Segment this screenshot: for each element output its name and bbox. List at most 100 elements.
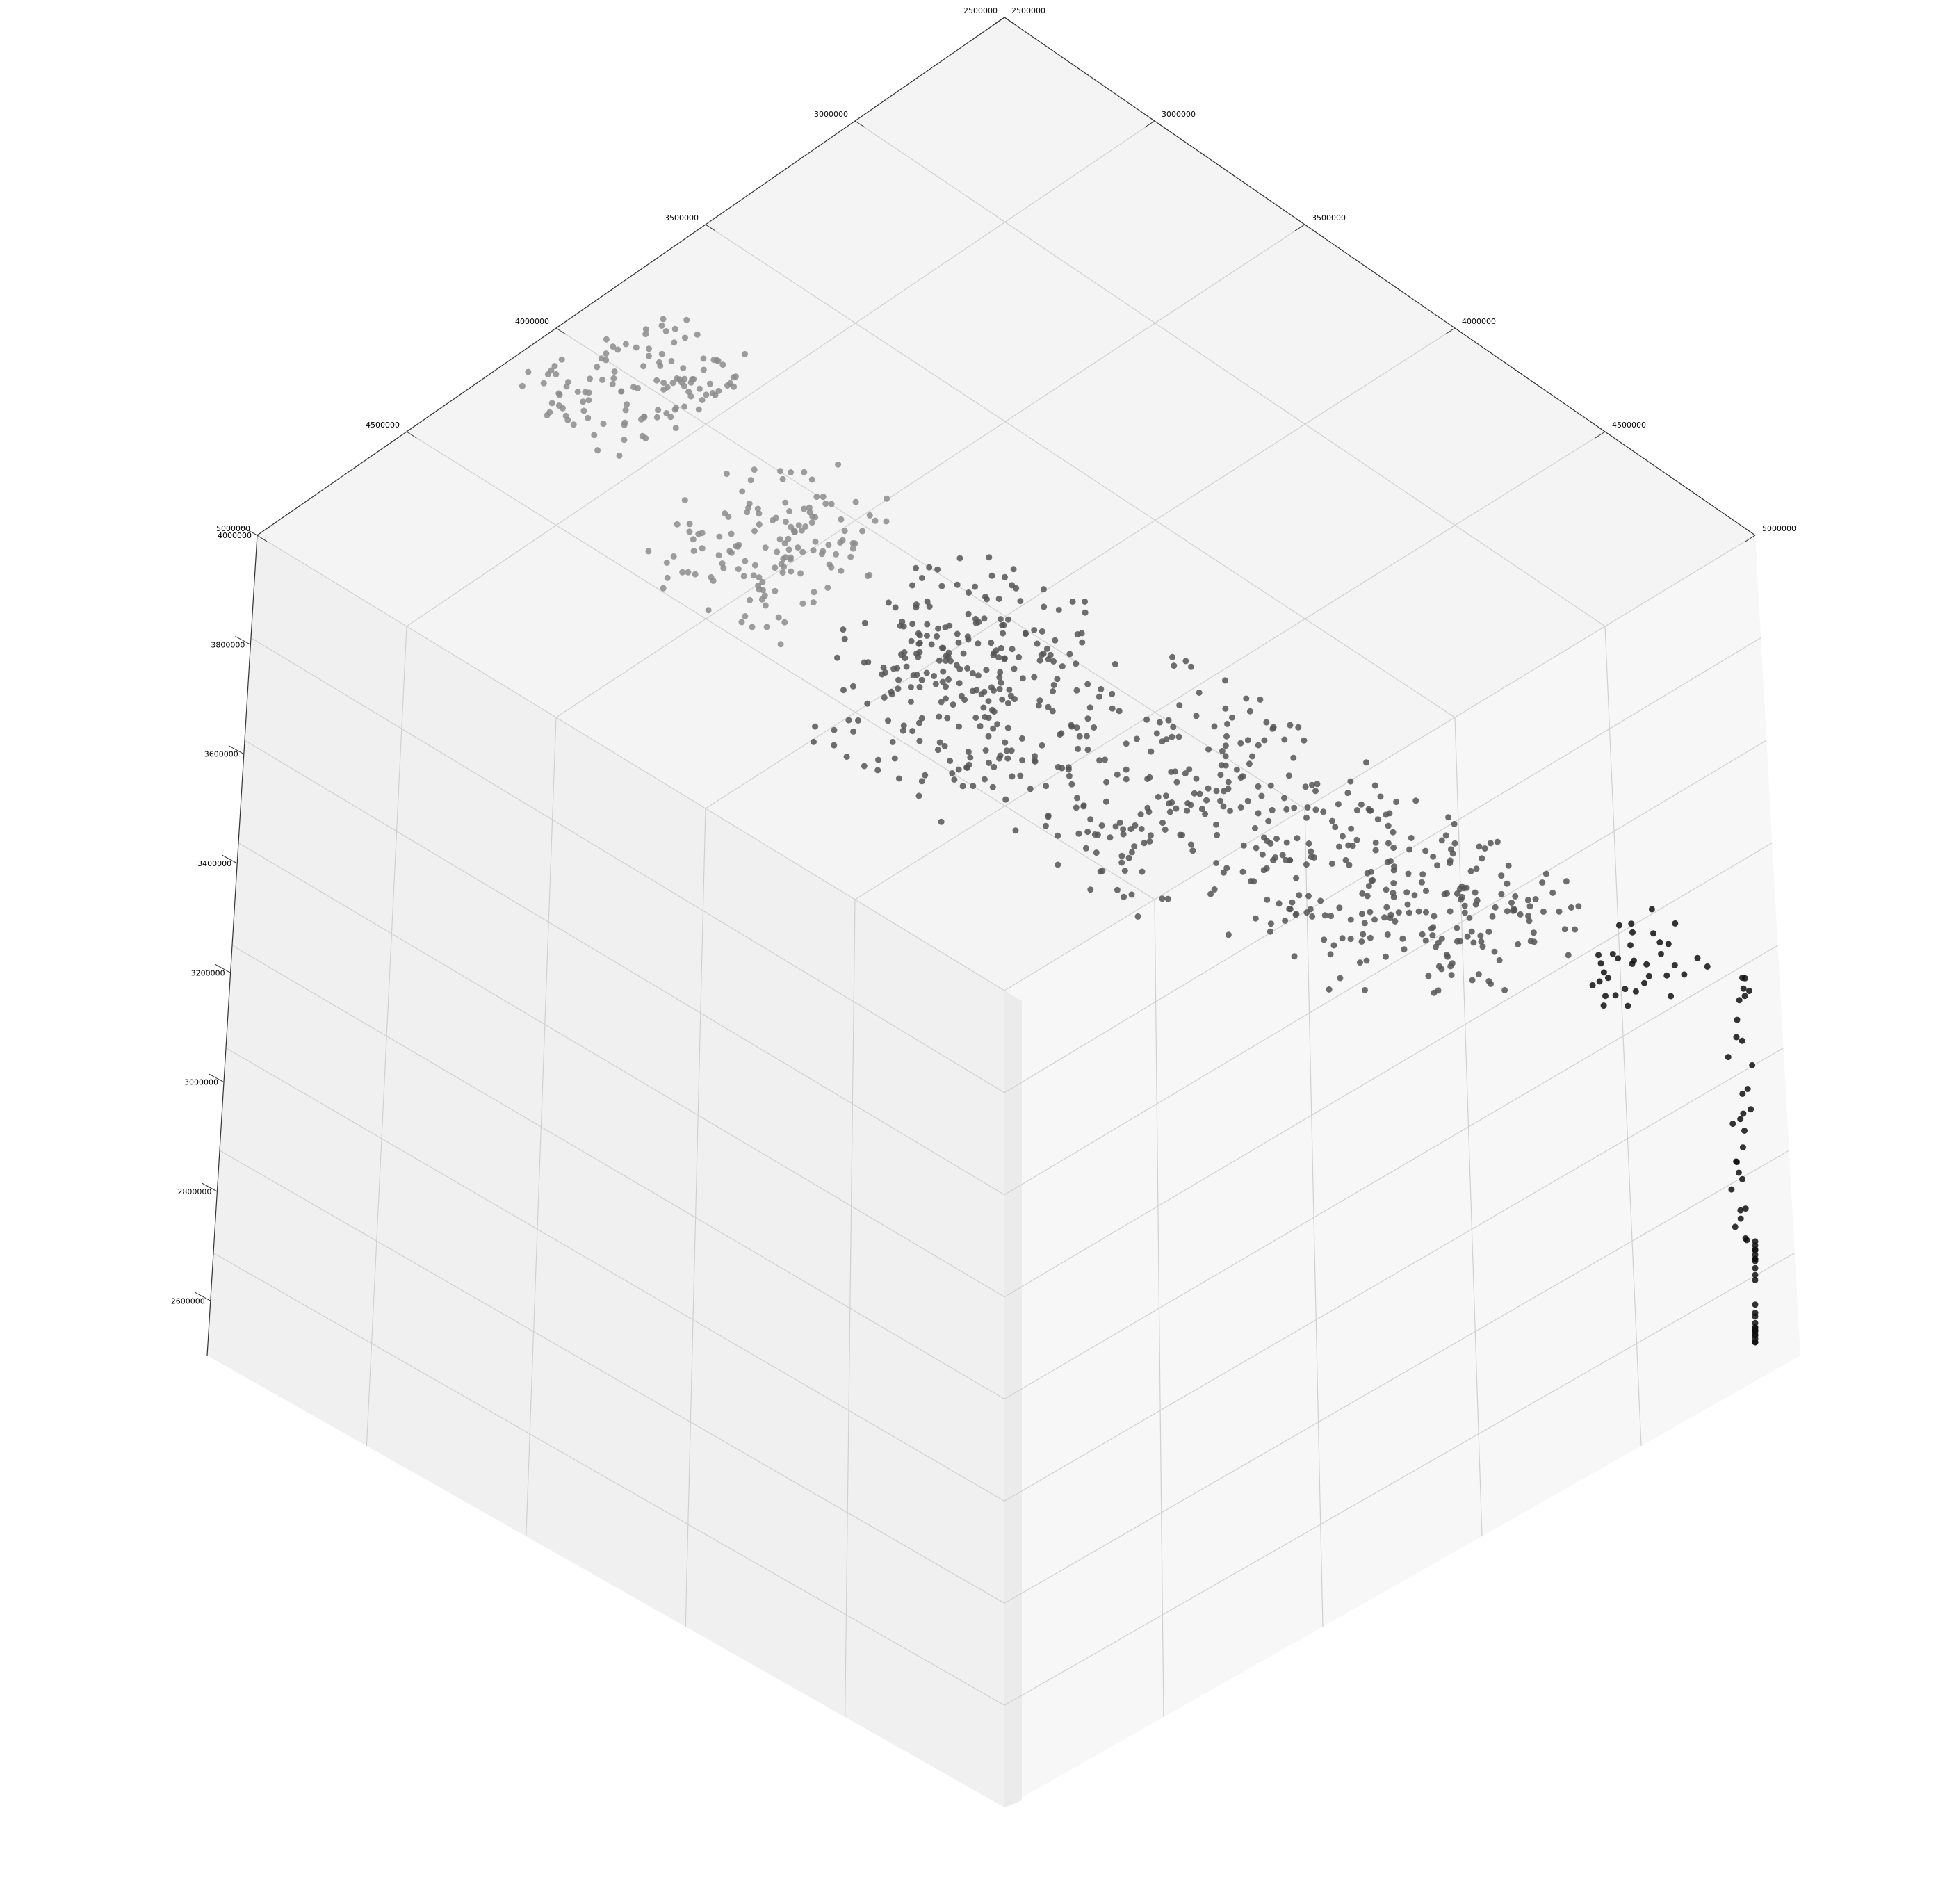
data-point: [1359, 911, 1365, 918]
data-point: [1002, 573, 1008, 580]
data-point: [1222, 762, 1229, 769]
data-point: [694, 331, 701, 338]
data-point: [645, 548, 652, 555]
data-point: [1017, 772, 1024, 779]
data-point: [1131, 843, 1138, 850]
data-point: [892, 604, 899, 611]
data-point: [899, 727, 906, 734]
data-point: [1134, 913, 1141, 920]
x-tick-label: 3000000: [814, 110, 848, 119]
data-point: [1008, 747, 1015, 754]
data-point: [1481, 845, 1488, 852]
data-point: [785, 535, 792, 542]
data-point: [1330, 942, 1337, 949]
data-point: [599, 376, 605, 383]
data-point: [660, 380, 667, 386]
data-point: [1032, 753, 1038, 760]
data-point: [1258, 792, 1265, 799]
y-tick-mark: [1294, 224, 1305, 231]
data-point: [1267, 920, 1274, 927]
data-point: [1128, 891, 1135, 898]
data-point: [1163, 792, 1169, 799]
data-point: [1189, 847, 1196, 854]
data-point: [953, 662, 960, 669]
data-point: [558, 356, 565, 363]
data-point: [1073, 687, 1080, 694]
data-point: [1390, 867, 1397, 874]
data-point: [966, 589, 972, 596]
data-point: [907, 698, 914, 705]
x-tick-label: 4000000: [515, 317, 549, 326]
data-point: [955, 766, 962, 773]
data-point: [995, 596, 1002, 602]
data-point: [786, 508, 793, 514]
data-point: [1746, 988, 1752, 994]
data-point: [1004, 616, 1011, 623]
data-point: [1066, 651, 1073, 658]
data-point: [638, 416, 644, 423]
data-point: [1004, 755, 1011, 762]
grid-line: [1004, 842, 1773, 1298]
data-point: [1419, 931, 1426, 938]
data-point: [1249, 753, 1255, 760]
data-point: [1133, 735, 1140, 742]
data-point: [1301, 737, 1308, 744]
data-point: [1321, 912, 1328, 919]
data-point: [1478, 938, 1485, 945]
data-point: [1148, 748, 1155, 755]
data-point: [1084, 829, 1091, 836]
data-point: [1120, 831, 1127, 838]
data-point: [1733, 1034, 1740, 1041]
data-point: [1182, 770, 1189, 777]
data-point: [1016, 653, 1023, 660]
data-point: [1456, 886, 1463, 893]
data-point: [1418, 879, 1425, 886]
data-point: [751, 528, 758, 535]
data-point: [1438, 837, 1445, 844]
data-point: [782, 519, 789, 526]
x-tick-label: 2500000: [963, 6, 998, 15]
data-point: [1055, 832, 1061, 839]
data-point: [681, 403, 688, 410]
y-tick-label: 4000000: [1462, 317, 1496, 326]
data-point: [657, 362, 664, 369]
data-point: [1442, 832, 1449, 839]
data-point: [837, 539, 844, 546]
data-point: [1213, 788, 1220, 795]
data-point: [1447, 908, 1454, 915]
data-point: [1328, 860, 1335, 867]
data-point: [986, 759, 993, 766]
data-point: [1390, 829, 1397, 836]
data-point: [1648, 906, 1655, 913]
x-tick-mark: [555, 327, 567, 335]
data-point: [798, 527, 805, 534]
data-point: [1205, 746, 1212, 753]
data-point: [1392, 918, 1399, 925]
axis-panes: [207, 17, 1800, 1807]
data-point: [775, 614, 782, 621]
data-point: [1347, 936, 1354, 943]
data-point: [861, 659, 868, 666]
data-point: [671, 339, 678, 346]
data-point: [1034, 640, 1041, 647]
data-point: [1165, 717, 1172, 724]
data-point: [1285, 772, 1292, 779]
data-point: [981, 776, 988, 783]
data-point: [660, 585, 667, 592]
data-point: [1082, 609, 1089, 616]
data-point: [1494, 838, 1501, 845]
data-point: [1309, 913, 1316, 920]
data-point: [700, 366, 707, 373]
data-point: [894, 665, 901, 672]
data-point: [1012, 827, 1019, 834]
data-point: [1257, 696, 1264, 703]
data-point: [699, 397, 706, 403]
data-point: [756, 574, 763, 581]
data-point: [1290, 754, 1297, 761]
data-point: [1346, 861, 1353, 868]
z-tick-mark: [221, 854, 238, 864]
data-point: [1121, 893, 1127, 900]
data-point: [580, 398, 587, 405]
data-point: [1225, 779, 1232, 786]
data-point: [1002, 796, 1009, 803]
